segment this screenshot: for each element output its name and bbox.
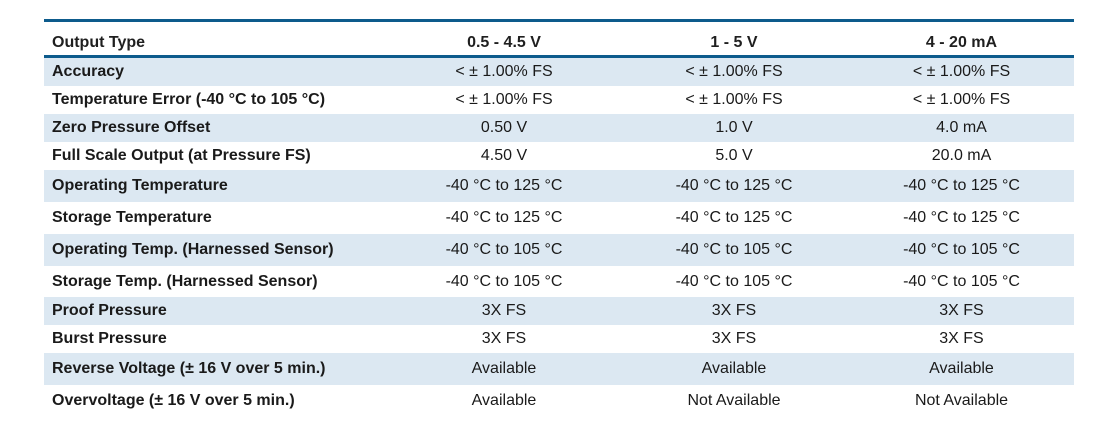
table-row: Temperature Error (-40 °C to 105 °C) < ±… — [44, 86, 1074, 114]
cell-value: 3X FS — [389, 297, 619, 325]
header-output-type: Output Type — [44, 22, 389, 58]
cell-value: -40 °C to 105 °C — [849, 266, 1074, 297]
cell-value: < ± 1.00% FS — [619, 86, 849, 114]
header-0-5-4-5v: 0.5 - 4.5 V — [389, 22, 619, 58]
table-row: Reverse Voltage (± 16 V over 5 min.) Ava… — [44, 353, 1074, 385]
cell-value: 3X FS — [619, 325, 849, 353]
cell-value: -40 °C to 125 °C — [389, 202, 619, 234]
row-label: Reverse Voltage (± 16 V over 5 min.) — [44, 353, 389, 385]
cell-value: -40 °C to 105 °C — [849, 234, 1074, 266]
cell-value: -40 °C to 105 °C — [389, 234, 619, 266]
cell-value: -40 °C to 105 °C — [619, 266, 849, 297]
cell-value: Available — [849, 353, 1074, 385]
cell-value: Not Available — [619, 385, 849, 417]
cell-value: -40 °C to 105 °C — [619, 234, 849, 266]
cell-value: < ± 1.00% FS — [619, 56, 849, 86]
cell-value: -40 °C to 125 °C — [849, 170, 1074, 202]
top-rule — [44, 19, 1074, 23]
cell-value: Not Available — [849, 385, 1074, 417]
cell-value: 3X FS — [389, 325, 619, 353]
cell-value: < ± 1.00% FS — [849, 86, 1074, 114]
cell-value: Available — [389, 353, 619, 385]
header-row: Output Type 0.5 - 4.5 V 1 - 5 V 4 - 20 m… — [44, 22, 1074, 58]
cell-value: 3X FS — [849, 325, 1074, 353]
cell-value: < ± 1.00% FS — [389, 86, 619, 114]
table-row: Operating Temperature -40 °C to 125 °C -… — [44, 170, 1074, 202]
row-label: Full Scale Output (at Pressure FS) — [44, 142, 389, 170]
row-label: Proof Pressure — [44, 297, 389, 325]
header-4-20ma: 4 - 20 mA — [849, 22, 1074, 58]
header-1-5v: 1 - 5 V — [619, 22, 849, 58]
row-label: Burst Pressure — [44, 325, 389, 353]
specifications-table: Output Type 0.5 - 4.5 V 1 - 5 V 4 - 20 m… — [44, 19, 1074, 417]
cell-value: Available — [619, 353, 849, 385]
table-row: Accuracy < ± 1.00% FS < ± 1.00% FS < ± 1… — [44, 56, 1074, 86]
table-row: Storage Temp. (Harnessed Sensor) -40 °C … — [44, 266, 1074, 297]
cell-value: -40 °C to 125 °C — [849, 202, 1074, 234]
cell-value: -40 °C to 105 °C — [389, 266, 619, 297]
table-row: Zero Pressure Offset 0.50 V 1.0 V 4.0 mA — [44, 114, 1074, 142]
row-label: Storage Temperature — [44, 202, 389, 234]
cell-value: < ± 1.00% FS — [389, 56, 619, 86]
cell-value: 5.0 V — [619, 142, 849, 170]
row-label: Zero Pressure Offset — [44, 114, 389, 142]
cell-value: 4.50 V — [389, 142, 619, 170]
row-label: Storage Temp. (Harnessed Sensor) — [44, 266, 389, 297]
table-row: Proof Pressure 3X FS 3X FS 3X FS — [44, 297, 1074, 325]
row-label: Accuracy — [44, 56, 389, 86]
cell-value: < ± 1.00% FS — [849, 56, 1074, 86]
table-row: Burst Pressure 3X FS 3X FS 3X FS — [44, 325, 1074, 353]
cell-value: 3X FS — [849, 297, 1074, 325]
cell-value: Available — [389, 385, 619, 417]
row-label: Operating Temp. (Harnessed Sensor) — [44, 234, 389, 266]
row-label: Operating Temperature — [44, 170, 389, 202]
cell-value: -40 °C to 125 °C — [619, 202, 849, 234]
table-row: Storage Temperature -40 °C to 125 °C -40… — [44, 202, 1074, 234]
cell-value: 4.0 mA — [849, 114, 1074, 142]
cell-value: 20.0 mA — [849, 142, 1074, 170]
table-row: Operating Temp. (Harnessed Sensor) -40 °… — [44, 234, 1074, 266]
table-row: Overvoltage (± 16 V over 5 min.) Availab… — [44, 385, 1074, 417]
cell-value: 0.50 V — [389, 114, 619, 142]
cell-value: 1.0 V — [619, 114, 849, 142]
table-row: Full Scale Output (at Pressure FS) 4.50 … — [44, 142, 1074, 170]
row-label: Overvoltage (± 16 V over 5 min.) — [44, 385, 389, 417]
cell-value: -40 °C to 125 °C — [619, 170, 849, 202]
cell-value: -40 °C to 125 °C — [389, 170, 619, 202]
row-label: Temperature Error (-40 °C to 105 °C) — [44, 86, 389, 114]
cell-value: 3X FS — [619, 297, 849, 325]
